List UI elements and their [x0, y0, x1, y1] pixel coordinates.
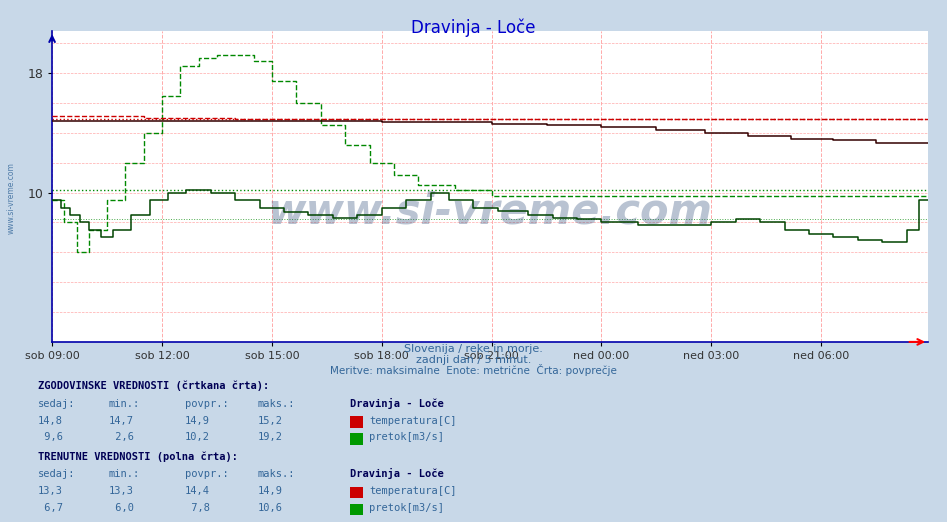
Text: povpr.:: povpr.: [185, 469, 228, 479]
Text: zadnji dan / 5 minut.: zadnji dan / 5 minut. [416, 355, 531, 365]
Text: www.si-vreme.com: www.si-vreme.com [7, 162, 16, 234]
Text: sedaj:: sedaj: [38, 399, 76, 409]
Text: 14,4: 14,4 [185, 486, 209, 496]
Text: 10,2: 10,2 [185, 432, 209, 443]
Text: 14,8: 14,8 [38, 416, 63, 425]
Text: 14,9: 14,9 [185, 416, 209, 425]
Text: TRENUTNE VREDNOSTI (polna črta):: TRENUTNE VREDNOSTI (polna črta): [38, 452, 238, 462]
Text: 14,7: 14,7 [109, 416, 134, 425]
Text: 15,2: 15,2 [258, 416, 282, 425]
Text: ZGODOVINSKE VREDNOSTI (črtkana črta):: ZGODOVINSKE VREDNOSTI (črtkana črta): [38, 381, 269, 391]
Text: povpr.:: povpr.: [185, 399, 228, 409]
Text: temperatura[C]: temperatura[C] [369, 416, 456, 425]
Text: Dravinja - Loče: Dravinja - Loče [350, 468, 444, 479]
Text: Slovenija / reke in morje.: Slovenija / reke in morje. [404, 345, 543, 354]
Text: 6,7: 6,7 [38, 503, 63, 513]
Text: pretok[m3/s]: pretok[m3/s] [369, 503, 444, 513]
Text: 7,8: 7,8 [185, 503, 209, 513]
Text: Meritve: maksimalne  Enote: metrične  Črta: povprečje: Meritve: maksimalne Enote: metrične Črta… [331, 364, 616, 376]
Text: 9,6: 9,6 [38, 432, 63, 443]
Text: 2,6: 2,6 [109, 432, 134, 443]
Text: temperatura[C]: temperatura[C] [369, 486, 456, 496]
Text: min.:: min.: [109, 469, 140, 479]
Text: 19,2: 19,2 [258, 432, 282, 443]
Text: 10,6: 10,6 [258, 503, 282, 513]
Text: 6,0: 6,0 [109, 503, 134, 513]
Text: sedaj:: sedaj: [38, 469, 76, 479]
Text: 14,9: 14,9 [258, 486, 282, 496]
Text: 13,3: 13,3 [109, 486, 134, 496]
Text: min.:: min.: [109, 399, 140, 409]
Text: www.si-vreme.com: www.si-vreme.com [268, 191, 712, 232]
Text: Dravinja - Loče: Dravinja - Loče [411, 18, 536, 37]
Text: 13,3: 13,3 [38, 486, 63, 496]
Text: maks.:: maks.: [258, 469, 295, 479]
Text: Dravinja - Loče: Dravinja - Loče [350, 398, 444, 409]
Text: pretok[m3/s]: pretok[m3/s] [369, 432, 444, 443]
Text: maks.:: maks.: [258, 399, 295, 409]
